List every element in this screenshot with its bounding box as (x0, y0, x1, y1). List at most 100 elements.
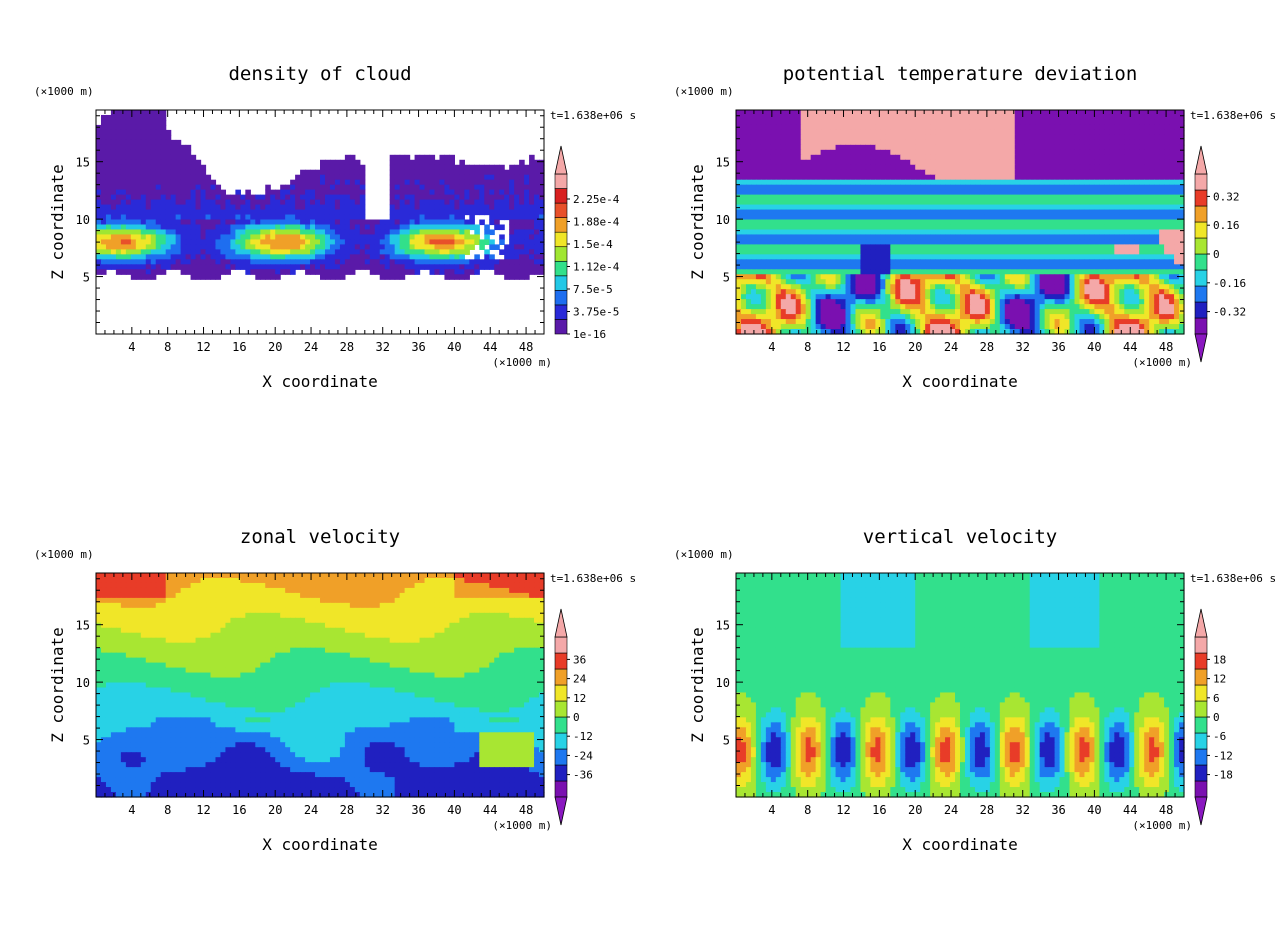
x-tick-label: 24 (304, 803, 318, 817)
x-tick-label: 4 (128, 340, 135, 354)
colorbar-swatch (554, 319, 568, 335)
colorbar-label: 1.88e-4 (573, 216, 620, 229)
colorbar-label: -0.16 (1213, 277, 1246, 290)
colorbar-swatch (554, 260, 568, 277)
x-tick-label: 16 (232, 803, 246, 817)
panel-3: zonal velocity(×1000 m)t=1.638e+06 s4 8 12… (34, 526, 636, 854)
colorbar-swatch (554, 231, 568, 248)
y-tick-label: 15 (716, 619, 730, 633)
y-axis-label: Z coordinate (48, 627, 67, 743)
colorbar-label: 1.5e-4 (573, 238, 613, 251)
x-tick-label: 36 (411, 803, 425, 817)
colorbar-swatch (554, 780, 568, 798)
plot-title: density of cloud (228, 63, 411, 85)
colorbar-extend-low (1194, 796, 1208, 826)
colorbar-extend-high (1194, 608, 1208, 638)
colorbar-swatch (554, 217, 568, 233)
panel-4: vertical velocity (×1000 m) t=1.638e+06 s 4… (674, 526, 1276, 854)
y-tick-label: 15 (716, 156, 730, 170)
y-axis: 5 10 15 Z coordinate (688, 578, 1184, 787)
y-tick-label: 5 (83, 271, 90, 285)
colorbar: -36 -24 -12 0 12 24 36 (554, 608, 593, 826)
colorbar-label: 6 (1213, 692, 1220, 705)
colorbar-swatch (1194, 205, 1208, 223)
time-label: t=1.638e+06 s (1190, 109, 1276, 122)
colorbar-swatch (554, 173, 568, 189)
colorbar-swatch (554, 652, 568, 670)
colorbar-swatch (554, 732, 568, 750)
colorbar-label: 24 (573, 673, 587, 686)
field-raster (96, 573, 545, 798)
x-tick-label: 48 (1159, 340, 1173, 354)
y-unit-label: (×1000 m) (34, 85, 94, 98)
x-tick-label: 4 (128, 803, 135, 817)
x-tick-label: 40 (1087, 803, 1101, 817)
x-tick-label: 32 (375, 803, 389, 817)
x-axis-label: X coordinate (902, 835, 1018, 854)
colorbar-swatch (554, 636, 568, 654)
colorbar-extend-low (1194, 333, 1208, 363)
y-tick-label: 10 (76, 213, 90, 227)
field-raster (736, 110, 1185, 335)
colorbar-label: 1.12e-4 (573, 261, 620, 274)
colorbar-label: 7.5e-5 (573, 283, 613, 296)
colorbar-swatch (1194, 301, 1208, 319)
x-tick-label: 28 (980, 340, 994, 354)
x-axis: 4 8 12 16 20 24 28 32 36 40 44 48(×1000 m)X coordin… (104, 573, 552, 854)
colorbar-swatch (554, 275, 568, 291)
colorbar-label: 2.25e-4 (573, 193, 620, 206)
colorbar-label: 0 (573, 711, 580, 724)
colorbar: 1e-16 3.75e-5 7.5e-5 1.12e-4 1.5e-4 1.88e-4 2.… (554, 145, 620, 341)
x-tick-label: 8 (804, 803, 811, 817)
plot-title: potential temperature deviation (783, 63, 1138, 85)
x-tick-label: 12 (836, 340, 850, 354)
colorbar-label: -18 (1213, 769, 1233, 782)
colorbar-label: -0.32 (1213, 306, 1246, 319)
y-tick-label: 5 (83, 734, 90, 748)
colorbar-label: 0.32 (1213, 190, 1240, 203)
colorbar-extend-high (554, 145, 568, 175)
colorbar-label: 12 (1213, 673, 1226, 686)
colorbar-swatch (554, 748, 568, 766)
colorbar-extend-low (554, 796, 568, 826)
colorbar-label: -24 (573, 749, 593, 762)
colorbar-swatch (554, 246, 568, 262)
colorbar-swatch (1194, 253, 1208, 271)
colorbar-swatch (1194, 173, 1208, 191)
y-axis: 5 10 15 Z coordinate (48, 578, 544, 787)
x-tick-label: 44 (1123, 340, 1137, 354)
x-tick-label: 16 (872, 340, 886, 354)
colorbar-label: 1e-16 (573, 328, 606, 341)
colorbar-label: -6 (1213, 730, 1226, 743)
colorbar-swatch (554, 684, 568, 702)
x-tick-label: 36 (1051, 340, 1065, 354)
x-unit-label: (×1000 m) (492, 819, 552, 832)
x-tick-label: 20 (908, 340, 922, 354)
field-raster (736, 573, 1185, 798)
x-tick-label: 44 (1123, 803, 1137, 817)
colorbar-swatch (554, 202, 568, 218)
y-unit-label: (×1000 m) (34, 548, 94, 561)
x-tick-label: 44 (483, 340, 497, 354)
x-tick-label: 48 (1159, 803, 1173, 817)
x-tick-label: 8 (804, 340, 811, 354)
colorbar-label: -36 (573, 769, 593, 782)
y-unit-label: (×1000 m) (674, 85, 734, 98)
x-tick-label: 28 (340, 803, 354, 817)
x-tick-label: 28 (980, 803, 994, 817)
colorbar-label: 18 (1213, 653, 1226, 666)
colorbar-label: 12 (573, 692, 586, 705)
panel-2: potential temperature deviation (×1000 m)… (674, 63, 1276, 391)
x-tick-label: 36 (1051, 803, 1065, 817)
y-unit-label: (×1000 m) (674, 548, 734, 561)
colorbar-label: 0 (1213, 248, 1220, 261)
x-tick-label: 48 (519, 340, 533, 354)
colorbar-extend-high (1194, 145, 1208, 175)
colorbar-label: 3.75e-5 (573, 306, 619, 319)
colorbar-swatch (1194, 285, 1208, 303)
colorbar-label: -12 (1213, 749, 1233, 762)
field-raster (96, 110, 545, 280)
colorbar-swatch (554, 668, 568, 686)
colorbar-swatch (1194, 652, 1208, 670)
